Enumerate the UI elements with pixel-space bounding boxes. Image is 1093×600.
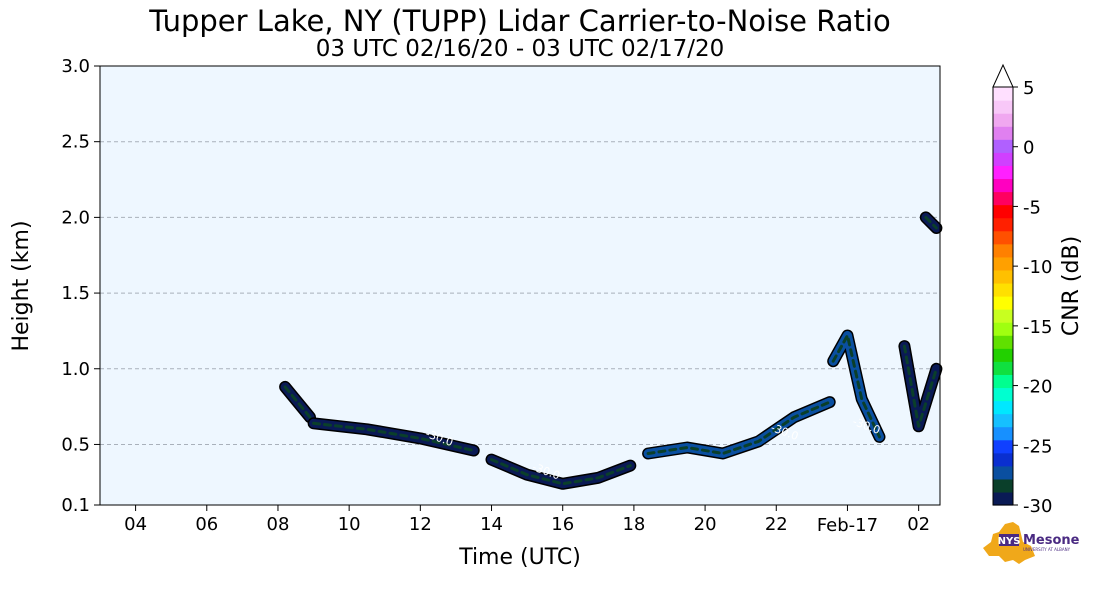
x-tick-label: 06	[195, 514, 218, 535]
cloud-core	[490, 458, 632, 486]
plot-area: -30.0-30.0-30.0 -30.0	[100, 66, 943, 505]
colorbar-swatch	[993, 478, 1013, 493]
y-tick-label: 0.5	[61, 434, 90, 455]
colorbar-swatch	[993, 282, 1013, 297]
colorbar-tick-label: -30	[1023, 496, 1052, 517]
colorbar: 5 0 -5 -10 -15 -20 -25 -30	[992, 63, 1052, 517]
colorbar-swatch	[993, 152, 1013, 166]
x-tick-label: 18	[622, 514, 645, 535]
x-tick-label: 12	[409, 514, 432, 535]
x-tick-label: 02	[907, 514, 930, 535]
x-tick-label: 04	[124, 514, 147, 535]
colorbar-swatch	[993, 361, 1013, 375]
y-tick-label: 1.5	[61, 283, 90, 304]
colorbar-extend-arrow	[992, 63, 1014, 88]
axes: 04 06 08 10 12 14 16 18 20 22 Feb-17 02 0.1 0.5 1.0 1.5…	[61, 56, 941, 536]
colorbar-frame	[992, 86, 1014, 506]
cloud-core	[312, 421, 476, 452]
plot-frame	[99, 65, 941, 506]
colorbar-tick-label: -15	[1023, 317, 1052, 338]
svg-text:NYS: NYS	[998, 536, 1021, 547]
colorbar-swatch	[993, 426, 1013, 441]
colorbar-tick-label: -5	[1023, 197, 1041, 218]
colorbar-swatch	[993, 400, 1013, 415]
colorbar-swatch	[993, 256, 1013, 271]
y-axis-label: Height (km)	[9, 220, 34, 351]
colorbar-swatch	[993, 465, 1013, 480]
y-tick-label: 2.0	[61, 207, 90, 228]
colorbar-swatch	[993, 413, 1013, 428]
x-tick-label: 16	[551, 514, 574, 535]
colorbar-swatch	[993, 322, 1013, 336]
x-tick-label: Feb-17	[817, 515, 878, 536]
x-tick-label: 10	[338, 514, 361, 535]
svg-text:Mesonet: Mesonet	[1023, 533, 1079, 548]
x-tick-label: 20	[694, 514, 717, 535]
colorbar-swatch	[993, 374, 1013, 389]
colorbar-tick-label: 5	[1023, 78, 1034, 99]
colorbar-swatch	[993, 387, 1013, 402]
colorbar-swatch	[993, 269, 1013, 284]
colorbar-label: CNR (dB)	[1059, 236, 1084, 336]
colorbar-swatch	[993, 204, 1013, 219]
cloud-core	[646, 400, 832, 455]
x-axis-label: Time (UTC)	[458, 545, 581, 570]
colorbar-swatch	[993, 100, 1013, 114]
colorbar-swatch	[993, 113, 1013, 127]
colorbar-swatch	[993, 230, 1013, 245]
colorbar-swatch	[993, 491, 1013, 506]
y-tick-label: 1.0	[61, 359, 90, 380]
svg-text:UNIVERSITY AT ALBANY: UNIVERSITY AT ALBANY	[1023, 547, 1071, 552]
colorbar-swatch	[993, 87, 1013, 101]
chart-title: Tupper Lake, NY (TUPP) Lidar Carrier-to-…	[149, 4, 891, 38]
cloud-core	[902, 344, 938, 428]
colorbar-tick-label: 0	[1023, 138, 1034, 159]
colorbar-swatch	[993, 243, 1013, 258]
colorbar-tick-label: -10	[1023, 257, 1052, 278]
y-tick-label: 3.0	[61, 56, 90, 77]
cloud-core	[283, 385, 312, 419]
colorbar-swatch	[993, 217, 1013, 232]
x-tick-label: 22	[765, 514, 788, 535]
colorbar-tick-label: -20	[1023, 377, 1052, 398]
colorbar-swatch	[993, 178, 1013, 193]
colorbar-swatch	[993, 165, 1013, 180]
colorbar-swatch	[993, 439, 1013, 454]
x-tick-label: 14	[480, 514, 503, 535]
colorbar-swatch	[993, 139, 1013, 153]
cloud-core	[924, 215, 938, 230]
colorbar-swatch	[993, 309, 1013, 323]
colorbar-tick-label: -25	[1023, 436, 1052, 457]
colorbar-swatch	[993, 191, 1013, 206]
cloud-core	[831, 334, 881, 439]
colorbar-swatch	[993, 126, 1013, 140]
colorbar-swatch	[993, 348, 1013, 362]
y-tick-label: 2.5	[61, 132, 90, 153]
colorbar-swatch	[993, 452, 1013, 467]
colorbar-swatch	[993, 335, 1013, 349]
y-tick-label: 0.1	[61, 495, 90, 516]
colorbar-swatch	[993, 296, 1013, 310]
x-tick-label: 08	[267, 514, 290, 535]
plot-background	[100, 66, 940, 505]
nys-mesonet-logo: NYS Mesonet UNIVERSITY AT ALBANY	[979, 520, 1086, 564]
chart-subtitle: 03 UTC 02/16/20 - 03 UTC 02/17/20	[315, 36, 725, 62]
